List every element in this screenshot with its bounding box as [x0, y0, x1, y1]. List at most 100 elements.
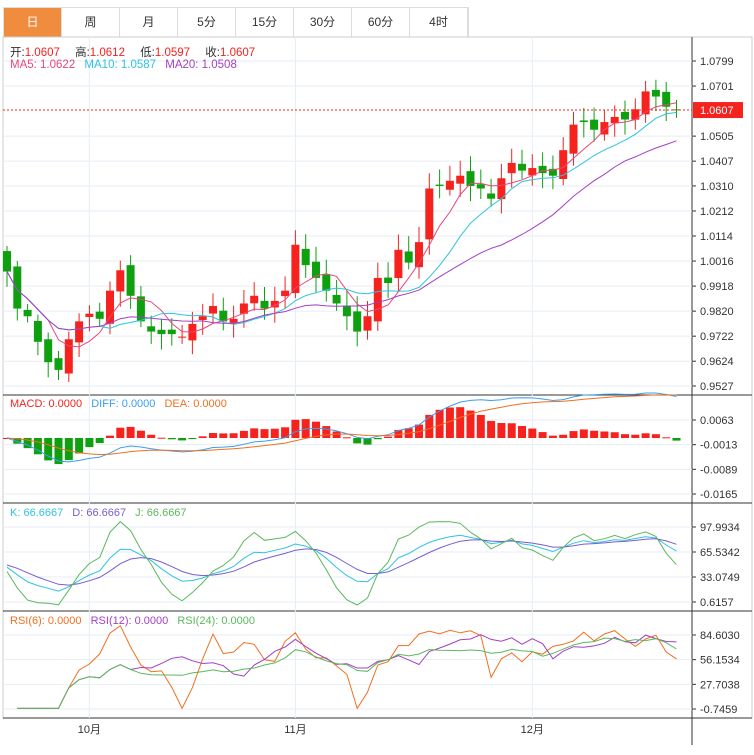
open-value: 1.0607	[24, 47, 60, 59]
macd-bar	[528, 428, 537, 438]
macd-bar	[672, 438, 681, 441]
candle-body	[157, 329, 166, 335]
candle-body	[85, 313, 94, 317]
macd-bar	[13, 438, 22, 444]
macd-bar	[548, 435, 557, 438]
ma-legend: MA5: 1.0622 MA10: 1.0587 MA20: 1.0508	[10, 59, 243, 71]
candle-body	[445, 180, 454, 190]
tab-3[interactable]: 5分	[178, 8, 236, 37]
macd-bar	[198, 436, 207, 438]
macd-bar	[332, 431, 341, 438]
macd-bar	[229, 433, 238, 438]
macd-bar	[239, 430, 248, 438]
macd-axis-label: 0.0063	[700, 415, 734, 427]
low-label: 低:	[140, 47, 155, 59]
candle-body	[3, 251, 11, 272]
macd-bar	[518, 425, 526, 438]
high-value: 1.0612	[89, 47, 125, 59]
macd-bar	[209, 433, 217, 438]
macd-bar	[384, 436, 393, 438]
ma10-line	[6, 111, 677, 331]
candle-body	[312, 261, 320, 278]
tab-6[interactable]: 60分	[352, 8, 410, 37]
macd-bar	[85, 438, 94, 448]
rsi-legend: RSI(6): 0.0000 RSI(12): 0.0000 RSI(24): …	[10, 615, 261, 627]
candle-body	[95, 311, 104, 319]
macd-bar	[394, 429, 403, 438]
x-axis-label: 11月	[284, 724, 306, 736]
macd-bar	[610, 432, 619, 438]
macd-bar	[425, 414, 434, 438]
macd-bar	[126, 426, 135, 438]
tab-7[interactable]: 4时	[410, 8, 468, 37]
high-label: 高:	[75, 47, 90, 59]
price-axis-label: 0.9820	[700, 306, 734, 318]
candle-body	[363, 316, 372, 331]
rsi24-value: RSI(24): 0.0000	[177, 615, 255, 627]
candle-body	[301, 248, 310, 266]
candle-body	[342, 305, 351, 317]
tab-0[interactable]: 日	[4, 8, 62, 37]
candle-body	[651, 89, 660, 97]
price-axis-label: 0.9722	[700, 331, 734, 343]
candle-body	[322, 274, 331, 291]
candle-body	[559, 150, 568, 179]
macd-bar	[600, 431, 609, 438]
tab-5[interactable]: 30分	[294, 8, 352, 37]
macd-bar	[75, 438, 84, 454]
macd-bar	[219, 433, 228, 438]
macd-bar	[270, 428, 279, 438]
macd-bar	[64, 438, 73, 461]
price-axis-label: 0.9918	[700, 281, 734, 293]
candle-body	[456, 175, 465, 184]
candle-body	[167, 329, 176, 335]
candle-body	[641, 91, 650, 115]
candle-body	[662, 91, 671, 107]
macd-axis-label: -0.0013	[700, 440, 737, 452]
dea-line	[6, 394, 677, 456]
candle-body	[136, 296, 145, 322]
open-label: 开:	[10, 47, 25, 59]
candle-body	[353, 311, 362, 332]
ma10-value: MA10: 1.0587	[84, 59, 157, 71]
tab-4[interactable]: 15分	[236, 8, 294, 37]
candle-body	[260, 300, 269, 309]
candle-body	[54, 358, 63, 370]
candle-body	[209, 306, 217, 314]
macd-bar	[106, 435, 114, 438]
macd-bar	[178, 438, 187, 441]
candle-body	[64, 339, 73, 374]
macd-bar	[44, 438, 53, 461]
macd-bar	[662, 437, 671, 439]
last-price-label: 1.0607	[700, 105, 734, 117]
candle-body	[548, 168, 557, 176]
candle-body	[116, 270, 125, 292]
candle-body	[291, 244, 300, 294]
macd-axis-label: -0.0165	[700, 489, 737, 501]
price-axis-label: 1.0310	[700, 181, 734, 193]
candle-body	[435, 184, 444, 186]
candle-body	[404, 251, 413, 263]
candle-body	[219, 310, 228, 322]
macd-bar	[136, 430, 145, 438]
candle-body	[610, 116, 619, 124]
candle-body	[415, 242, 423, 268]
candle-body	[384, 277, 393, 284]
candle-body	[631, 109, 640, 120]
candle-body	[497, 178, 506, 200]
candle-body	[23, 309, 32, 317]
price-axis-label: 1.0016	[700, 256, 734, 268]
macd-bar	[497, 423, 506, 438]
macd-bar	[641, 433, 650, 438]
candle-body	[579, 120, 588, 123]
ma20-line	[6, 140, 677, 331]
price-axis-label: 1.0799	[700, 56, 734, 68]
tab-1[interactable]: 周	[62, 8, 120, 37]
candle-body	[590, 119, 599, 130]
tab-2[interactable]: 月	[120, 8, 178, 37]
candle-body	[569, 124, 578, 154]
macd-bar	[569, 431, 578, 438]
candle-body	[528, 168, 537, 176]
macd-bar	[281, 427, 290, 438]
